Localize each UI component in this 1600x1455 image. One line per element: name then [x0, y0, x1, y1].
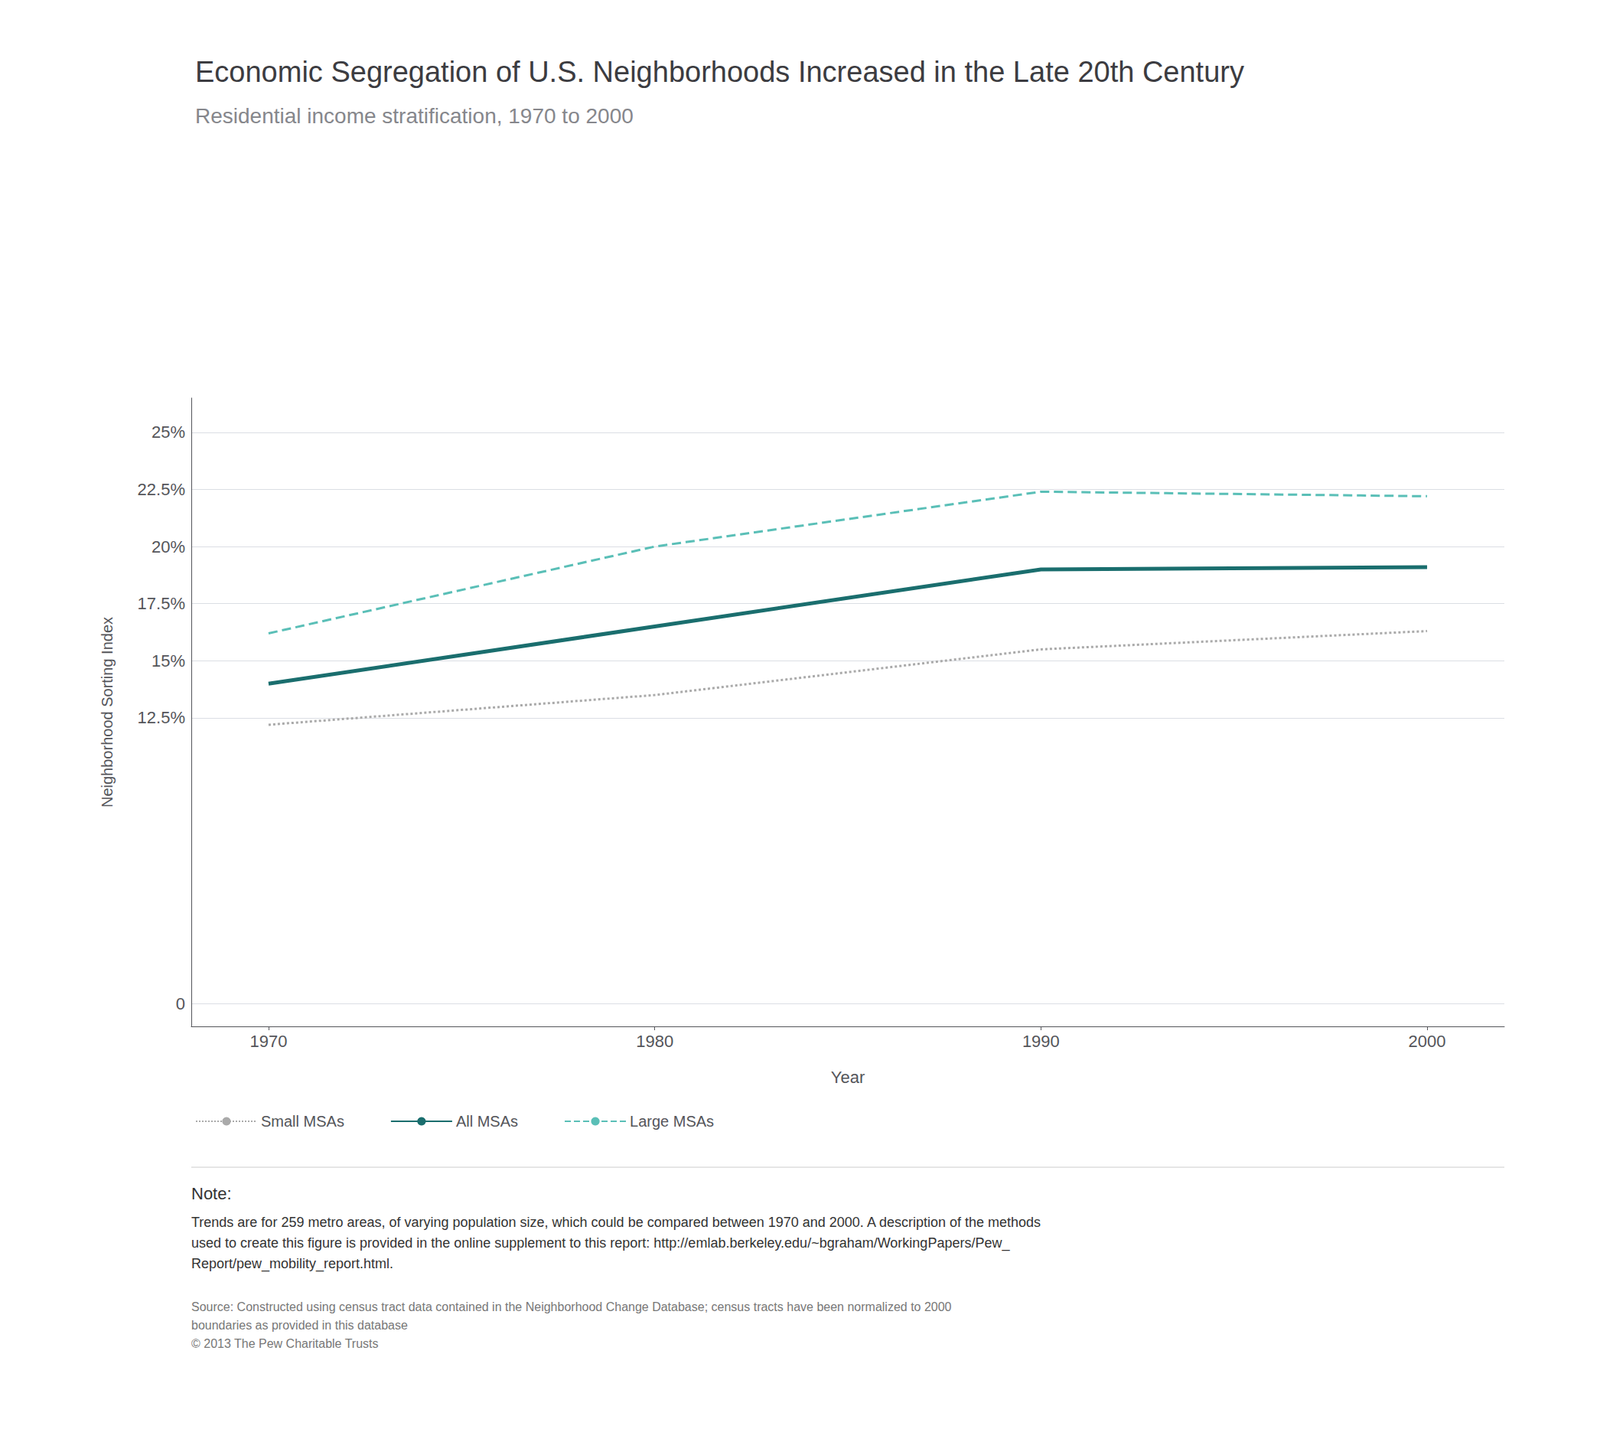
svg-text:Source: Constructed using cens: Source: Constructed using census tract d… — [191, 1300, 952, 1314]
svg-text:17.5%: 17.5% — [137, 593, 186, 613]
svg-text:Year: Year — [830, 1067, 865, 1087]
svg-text:2000: 2000 — [1408, 1031, 1447, 1051]
svg-text:Report/pew_mobility_report.htm: Report/pew_mobility_report.html. — [191, 1255, 394, 1272]
svg-text:20%: 20% — [151, 537, 186, 557]
svg-text:1980: 1980 — [635, 1031, 674, 1051]
svg-text:Residential income stratificat: Residential income stratification, 1970 … — [195, 104, 634, 128]
svg-text:22.5%: 22.5% — [137, 479, 186, 499]
svg-text:Note:: Note: — [191, 1183, 232, 1203]
svg-text:All MSAs: All MSAs — [456, 1112, 519, 1130]
svg-text:0: 0 — [175, 993, 186, 1014]
svg-text:Large MSAs: Large MSAs — [629, 1112, 714, 1130]
svg-text:used to create this figure is: used to create this figure is provided i… — [191, 1235, 1011, 1252]
svg-text:15%: 15% — [151, 651, 186, 671]
svg-text:1970: 1970 — [249, 1031, 287, 1051]
svg-text:25%: 25% — [151, 422, 186, 442]
svg-text:Neighborhood Sorting Index: Neighborhood Sorting Index — [98, 616, 116, 808]
svg-text:boundaries as provided in this: boundaries as provided in this database — [191, 1318, 408, 1332]
svg-text:Small MSAs: Small MSAs — [260, 1112, 345, 1130]
svg-text:Trends are for 259 metro areas: Trends are for 259 metro areas, of varyi… — [191, 1214, 1041, 1230]
svg-text:12.5%: 12.5% — [137, 707, 186, 727]
svg-text:Economic Segregation of U.S. N: Economic Segregation of U.S. Neighborhoo… — [195, 55, 1245, 88]
svg-text:1990: 1990 — [1022, 1031, 1060, 1051]
svg-text:© 2013 The Pew Charitable Trus: © 2013 The Pew Charitable Trusts — [191, 1336, 379, 1350]
